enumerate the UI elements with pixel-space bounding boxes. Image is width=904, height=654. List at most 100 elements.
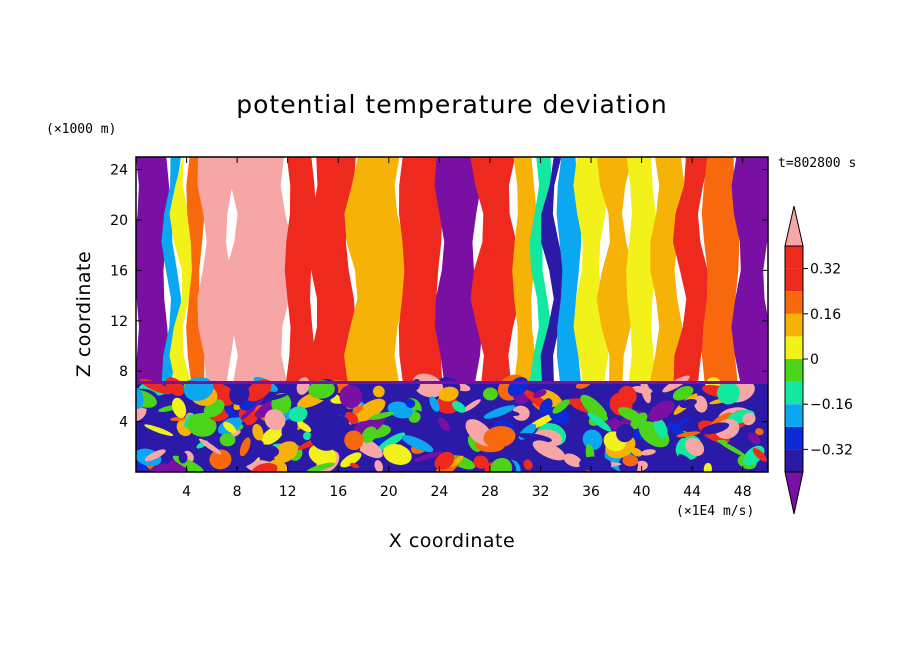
x-axis-title: X coordinate bbox=[389, 530, 515, 552]
upper-column bbox=[284, 157, 316, 384]
lower-blob bbox=[147, 463, 169, 472]
x-tick-label: 8 bbox=[233, 484, 242, 500]
y-axis-ticks: 4 8 12 16 20 24 bbox=[110, 163, 768, 431]
x-tick-label: 20 bbox=[380, 484, 398, 500]
upper-column bbox=[343, 157, 409, 384]
lower-blob bbox=[473, 455, 489, 469]
upper-column bbox=[398, 157, 443, 384]
plot-area bbox=[136, 157, 768, 472]
lower-layer bbox=[136, 373, 768, 472]
lower-blob bbox=[239, 437, 251, 457]
lower-blob bbox=[490, 457, 513, 472]
lower-blob bbox=[685, 437, 705, 457]
lower-blob bbox=[383, 444, 412, 465]
lower-blob bbox=[512, 405, 530, 421]
lower-blob bbox=[310, 430, 338, 451]
lower-blob bbox=[354, 398, 386, 422]
upper-column bbox=[731, 157, 768, 384]
lower-blob bbox=[717, 439, 728, 445]
y-axis-title: Z coordinate bbox=[73, 251, 95, 377]
upper-column bbox=[573, 157, 609, 384]
plot-frame bbox=[135, 156, 769, 473]
upper-column bbox=[224, 157, 295, 384]
lower-blob bbox=[755, 428, 764, 436]
lower-blob bbox=[438, 386, 459, 402]
lower-blob bbox=[349, 462, 360, 469]
lower-blob bbox=[288, 406, 308, 422]
colorbar-segment bbox=[785, 426, 803, 450]
colorbar-extend-top bbox=[784, 205, 804, 247]
upper-column bbox=[136, 157, 170, 384]
lower-blob bbox=[674, 417, 692, 427]
lower-blob bbox=[483, 405, 516, 419]
lower-blob bbox=[352, 405, 364, 414]
lower-blob bbox=[563, 453, 582, 468]
chart-title: potential temperature deviation bbox=[236, 90, 667, 119]
lower-blob bbox=[717, 381, 740, 405]
lower-blob bbox=[377, 432, 406, 452]
lower-blob bbox=[236, 439, 264, 467]
lower-blob bbox=[452, 400, 466, 413]
lower-blob bbox=[260, 425, 284, 446]
upper-column bbox=[626, 157, 658, 384]
lower-blob bbox=[648, 400, 675, 422]
colorbar-tick-label: −0.32 bbox=[810, 442, 853, 458]
lower-blob bbox=[606, 410, 616, 420]
lower-blob bbox=[640, 380, 651, 404]
upper-column bbox=[540, 157, 566, 384]
time-label: t=802800 s bbox=[778, 156, 856, 171]
lower-blob bbox=[251, 463, 278, 472]
x-tick-label: 44 bbox=[683, 484, 701, 500]
colorbar-segment bbox=[785, 404, 803, 427]
x-tick-label: 28 bbox=[481, 484, 499, 500]
upper-column bbox=[512, 157, 538, 384]
y-tick-label: 16 bbox=[110, 263, 128, 279]
lower-blob bbox=[172, 397, 187, 418]
lower-blob bbox=[703, 452, 733, 470]
lower-blob bbox=[238, 397, 265, 423]
lower-blob bbox=[438, 417, 450, 432]
lower-blob bbox=[219, 433, 236, 447]
x-tick-label: 16 bbox=[329, 484, 347, 500]
colorbar-segment bbox=[785, 246, 803, 269]
lower-blob bbox=[434, 433, 457, 451]
lower-blob bbox=[136, 387, 144, 409]
x-tick-label: 36 bbox=[582, 484, 600, 500]
lower-blob bbox=[303, 431, 312, 441]
x-tick-label: 12 bbox=[279, 484, 297, 500]
lower-blob bbox=[532, 440, 566, 461]
lower-blob bbox=[700, 422, 730, 435]
lower-blob bbox=[361, 426, 378, 443]
colorbar: 0.32 0.16 0 −0.16 −0.32 bbox=[784, 205, 853, 515]
lower-blob bbox=[748, 432, 761, 445]
lower-blob bbox=[170, 416, 187, 421]
upper-column bbox=[169, 157, 196, 384]
x-tick-label: 4 bbox=[182, 484, 191, 500]
lower-blob bbox=[462, 399, 481, 413]
upper-column bbox=[701, 157, 740, 384]
lower-blob bbox=[693, 395, 708, 413]
x-tick-label: 48 bbox=[734, 484, 752, 500]
colorbar-tick-label: −0.16 bbox=[810, 397, 853, 413]
colorbar-segment bbox=[785, 268, 803, 292]
colorbar-tick-label: 0 bbox=[810, 352, 819, 368]
lower-blob bbox=[552, 399, 570, 414]
lower-blob bbox=[436, 396, 460, 414]
lower-blob bbox=[483, 426, 516, 448]
lower-blob bbox=[252, 423, 264, 441]
lower-blob bbox=[523, 459, 533, 470]
lower-blob bbox=[374, 460, 383, 472]
x-tick-label: 24 bbox=[430, 484, 448, 500]
lower-blob bbox=[524, 458, 553, 472]
lower-blob bbox=[580, 394, 609, 422]
lower-blob bbox=[144, 449, 166, 462]
upper-column bbox=[596, 157, 636, 384]
lower-blob bbox=[616, 423, 635, 443]
lower-blob bbox=[717, 439, 747, 458]
lower-blob bbox=[622, 454, 639, 467]
upper-column bbox=[434, 157, 483, 384]
lower-blob bbox=[672, 385, 694, 401]
y-tick-label: 12 bbox=[110, 314, 128, 330]
colorbar-tick-label: 0.32 bbox=[810, 262, 841, 278]
